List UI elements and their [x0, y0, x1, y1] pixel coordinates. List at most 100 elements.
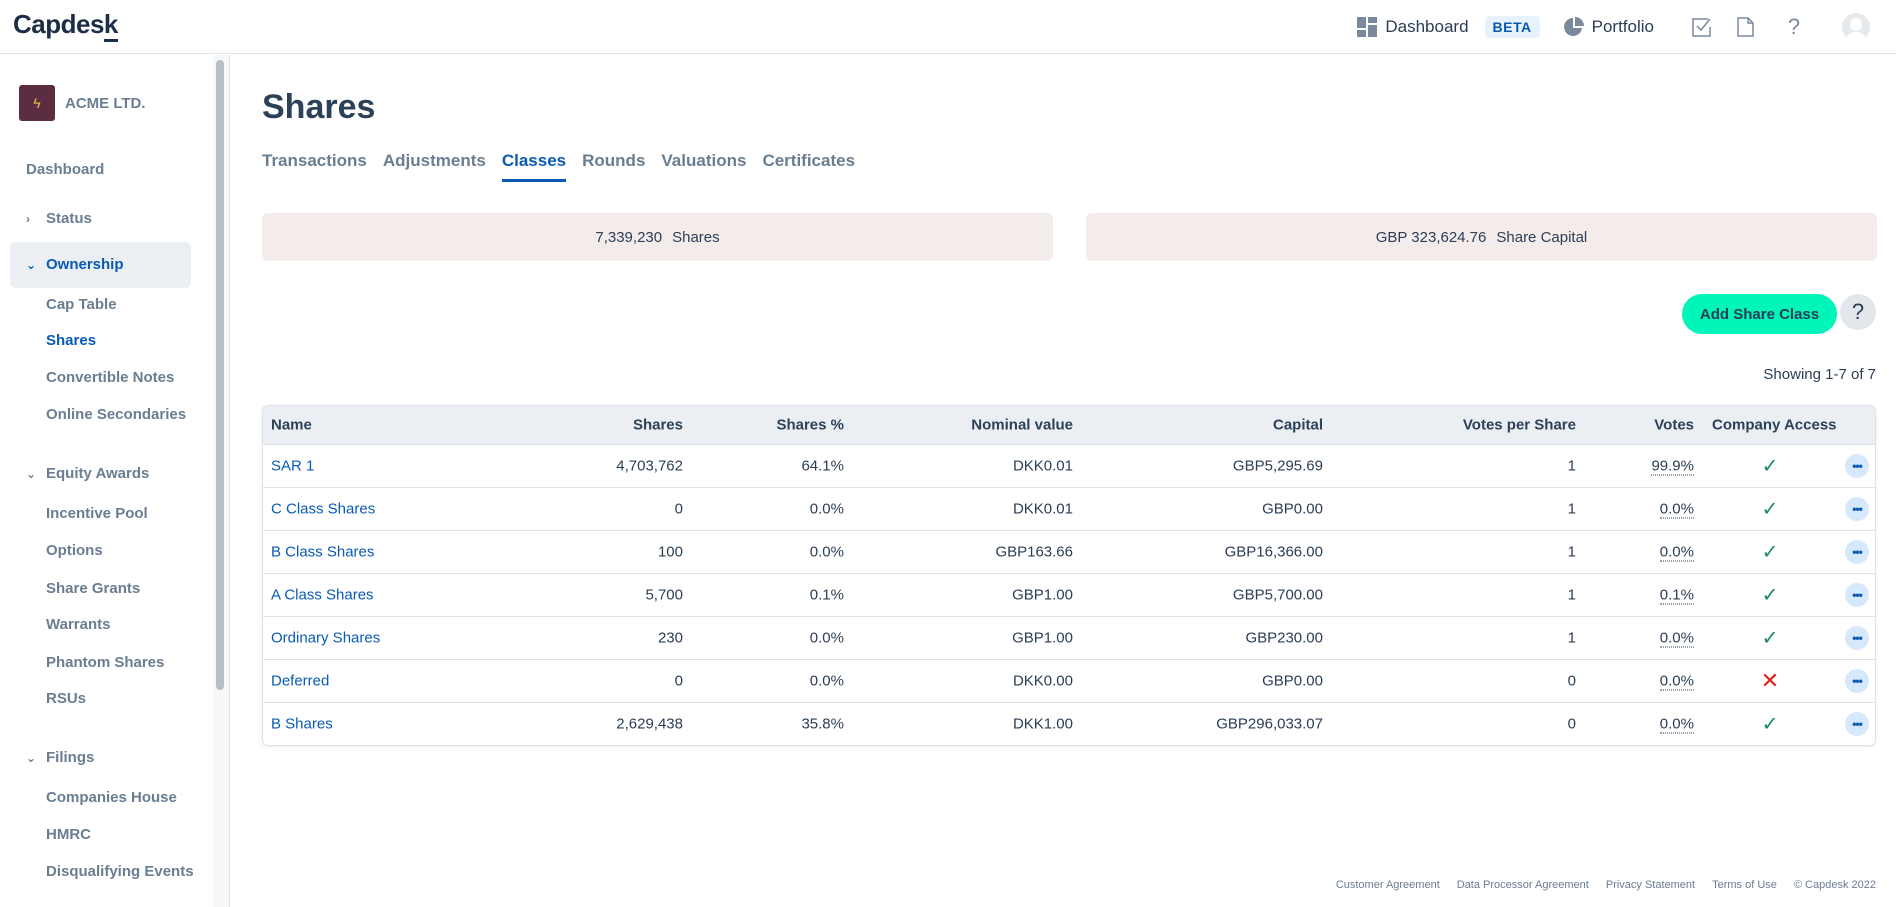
class-name-link[interactable]: A Class Shares — [271, 586, 374, 604]
help-icon[interactable]: ? — [1787, 14, 1801, 39]
check-icon: ✓ — [1761, 627, 1779, 650]
dashboard-link[interactable]: Dashboard — [1355, 15, 1469, 39]
col-shares-percent[interactable]: Shares % — [776, 416, 844, 434]
footer-copyright: © Capdesk 2022 — [1793, 879, 1876, 891]
sidebar-group-equity-awards[interactable]: ⌄ Equity Awards — [26, 465, 149, 482]
add-share-class-button[interactable]: Add Share Class — [1682, 294, 1837, 334]
sidebar-item-dashboard[interactable]: Dashboard — [26, 161, 105, 178]
votes-per-share-cell: 0 — [1567, 672, 1576, 690]
document-icon[interactable] — [1734, 15, 1758, 39]
tasks-checkbox-icon[interactable] — [1690, 15, 1714, 39]
total-shares-value: 7,339,230 — [595, 228, 663, 246]
sidebar-item-options[interactable]: Options — [46, 542, 103, 559]
nominal-value-cell: DKK1.00 — [1012, 715, 1073, 733]
tab-rounds[interactable]: Rounds — [582, 151, 646, 170]
more-options-icon[interactable]: ••• — [1845, 540, 1869, 564]
total-shares-summary: 7,339,230 Shares — [262, 213, 1053, 261]
capital-cell: GBP230.00 — [1245, 629, 1323, 647]
votes-percent[interactable]: 0.0% — [1659, 715, 1694, 734]
class-name-link[interactable]: SAR 1 — [271, 457, 315, 475]
votes-per-share-cell: 1 — [1567, 457, 1576, 475]
table-row: Deferred 0 0.0% DKK0.00 GBP0.00 0 0.0% ✕ ••• — [263, 659, 1875, 702]
tab-valuations[interactable]: Valuations — [661, 151, 747, 170]
more-options-icon[interactable]: ••• — [1845, 583, 1869, 607]
sidebar-item-warrants[interactable]: Warrants — [46, 616, 111, 633]
more-options-icon[interactable]: ••• — [1845, 454, 1869, 478]
votes-percent[interactable]: 0.1% — [1659, 586, 1694, 605]
more-options-icon[interactable]: ••• — [1845, 626, 1869, 650]
sidebar: ϟ ACME LTD. Dashboard › Status ⌄ Ownership… — [0, 55, 230, 907]
company-logo-lightning-icon: ϟ — [19, 85, 55, 121]
header-nav: Dashboard BETA Portfolio ? — [1355, 0, 1896, 54]
tab-transactions[interactable]: Transactions — [262, 151, 367, 170]
shares-cell: 100 — [657, 543, 683, 561]
col-votes[interactable]: Votes — [1654, 416, 1694, 434]
col-capital[interactable]: Capital — [1272, 416, 1323, 434]
footer-customer-agreement[interactable]: Customer Agreement — [1335, 879, 1440, 891]
nominal-value-cell: GBP1.00 — [1012, 586, 1073, 604]
sidebar-item-share-grants[interactable]: Share Grants — [46, 580, 141, 597]
sidebar-group-ownership[interactable]: ⌄ Ownership — [26, 256, 124, 273]
sidebar-group-filings[interactable]: ⌄ Filings — [26, 749, 94, 766]
votes-per-share-cell: 1 — [1567, 586, 1576, 604]
company-name: ACME LTD. — [65, 94, 146, 112]
company-switcher[interactable]: ϟ ACME LTD. — [19, 85, 146, 121]
sidebar-item-phantom-shares[interactable]: Phantom Shares — [46, 654, 165, 671]
sidebar-item-incentive-pool[interactable]: Incentive Pool — [46, 505, 148, 522]
class-name-link[interactable]: C Class Shares — [271, 500, 376, 518]
sidebar-item-rsus[interactable]: RSUs — [46, 690, 87, 707]
footer-privacy-statement[interactable]: Privacy Statement — [1605, 879, 1696, 891]
votes-per-share-cell: 1 — [1567, 543, 1576, 561]
sidebar-group-label: Ownership — [46, 256, 124, 273]
class-name-link[interactable]: Ordinary Shares — [271, 629, 381, 647]
more-options-icon[interactable]: ••• — [1845, 712, 1869, 736]
check-icon: ✓ — [1761, 584, 1779, 607]
scrollbar-thumb[interactable] — [216, 60, 224, 690]
tab-classes[interactable]: Classes — [501, 151, 567, 182]
class-name-link[interactable]: B Class Shares — [271, 543, 375, 561]
table-row: Ordinary Shares 230 0.0% GBP1.00 GBP230.00 1 0… — [263, 616, 1875, 659]
shares-cell: 5,700 — [645, 586, 683, 604]
col-nominal-value[interactable]: Nominal value — [971, 416, 1073, 434]
tab-adjustments[interactable]: Adjustments — [382, 151, 486, 170]
user-avatar[interactable] — [1842, 13, 1870, 41]
col-votes-per-share[interactable]: Votes per Share — [1462, 416, 1576, 434]
footer-terms-of-use[interactable]: Terms of Use — [1712, 879, 1777, 891]
col-shares[interactable]: Shares — [632, 416, 683, 434]
sidebar-item-disqualifying-events[interactable]: Disqualifying Events — [46, 863, 194, 880]
votes-percent[interactable]: 99.9% — [1651, 457, 1694, 476]
sidebar-scrollbar[interactable] — [213, 55, 229, 907]
shares-cell: 0 — [674, 672, 683, 690]
capdesk-logo[interactable]: Capdesk — [13, 9, 118, 42]
votes-percent[interactable]: 0.0% — [1659, 500, 1694, 519]
footer: Customer Agreement Data Processor Agreem… — [1336, 879, 1876, 891]
shares-cell: 0 — [674, 500, 683, 518]
sidebar-item-convertible-notes[interactable]: Convertible Notes — [46, 369, 175, 386]
sidebar-group-status[interactable]: › Status — [26, 210, 92, 227]
votes-percent[interactable]: 0.0% — [1659, 629, 1694, 648]
nominal-value-cell: DKK0.01 — [1012, 500, 1073, 518]
tab-certificates[interactable]: Certificates — [762, 151, 856, 170]
more-options-icon[interactable]: ••• — [1845, 669, 1869, 693]
sidebar-item-online-secondaries[interactable]: Online Secondaries — [46, 406, 187, 423]
capital-cell: GBP0.00 — [1262, 500, 1323, 518]
sidebar-item-shares[interactable]: Shares — [46, 332, 97, 349]
votes-percent[interactable]: 0.0% — [1659, 543, 1694, 562]
nominal-value-cell: GBP163.66 — [995, 543, 1073, 561]
footer-data-processor-agreement[interactable]: Data Processor Agreement — [1456, 879, 1589, 891]
more-options-icon[interactable]: ••• — [1845, 497, 1869, 521]
shares-percent-cell: 64.1% — [801, 457, 844, 475]
table-header-row: Name Shares Shares % Nominal value Capit… — [263, 406, 1875, 444]
votes-percent[interactable]: 0.0% — [1659, 672, 1694, 691]
portfolio-link[interactable]: Portfolio — [1562, 15, 1654, 39]
col-name[interactable]: Name — [271, 416, 312, 434]
sidebar-item-companies-house[interactable]: Companies House — [46, 789, 177, 806]
sidebar-item-hmrc[interactable]: HMRC — [46, 826, 91, 843]
shares-cell: 4,703,762 — [616, 457, 683, 475]
class-name-link[interactable]: Deferred — [271, 672, 330, 690]
pagination-info: Showing 1-7 of 7 — [1763, 366, 1876, 383]
sidebar-item-cap-table[interactable]: Cap Table — [46, 296, 117, 313]
help-button[interactable]: ? — [1840, 294, 1876, 330]
col-company-access[interactable]: Company Access — [1712, 416, 1837, 434]
class-name-link[interactable]: B Shares — [271, 715, 333, 733]
